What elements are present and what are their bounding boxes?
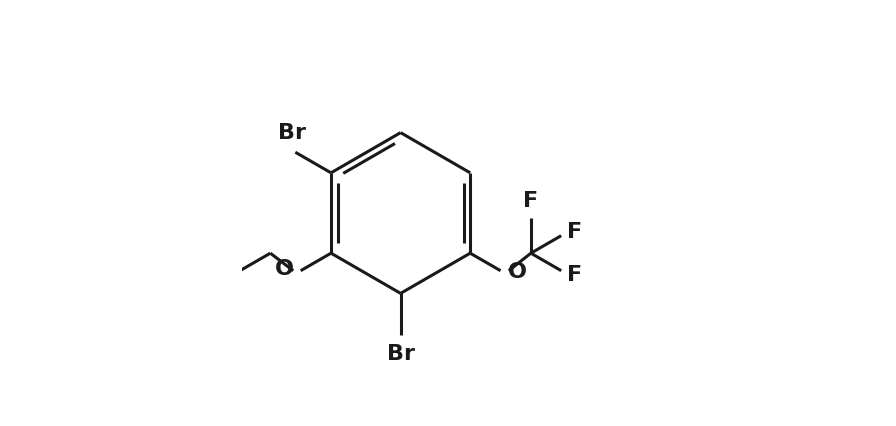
Text: O: O bbox=[508, 262, 527, 282]
Text: Br: Br bbox=[386, 344, 415, 364]
Text: Br: Br bbox=[278, 123, 306, 143]
Text: O: O bbox=[275, 259, 294, 279]
Text: F: F bbox=[523, 191, 538, 211]
Text: F: F bbox=[567, 222, 582, 242]
Text: F: F bbox=[567, 265, 582, 285]
